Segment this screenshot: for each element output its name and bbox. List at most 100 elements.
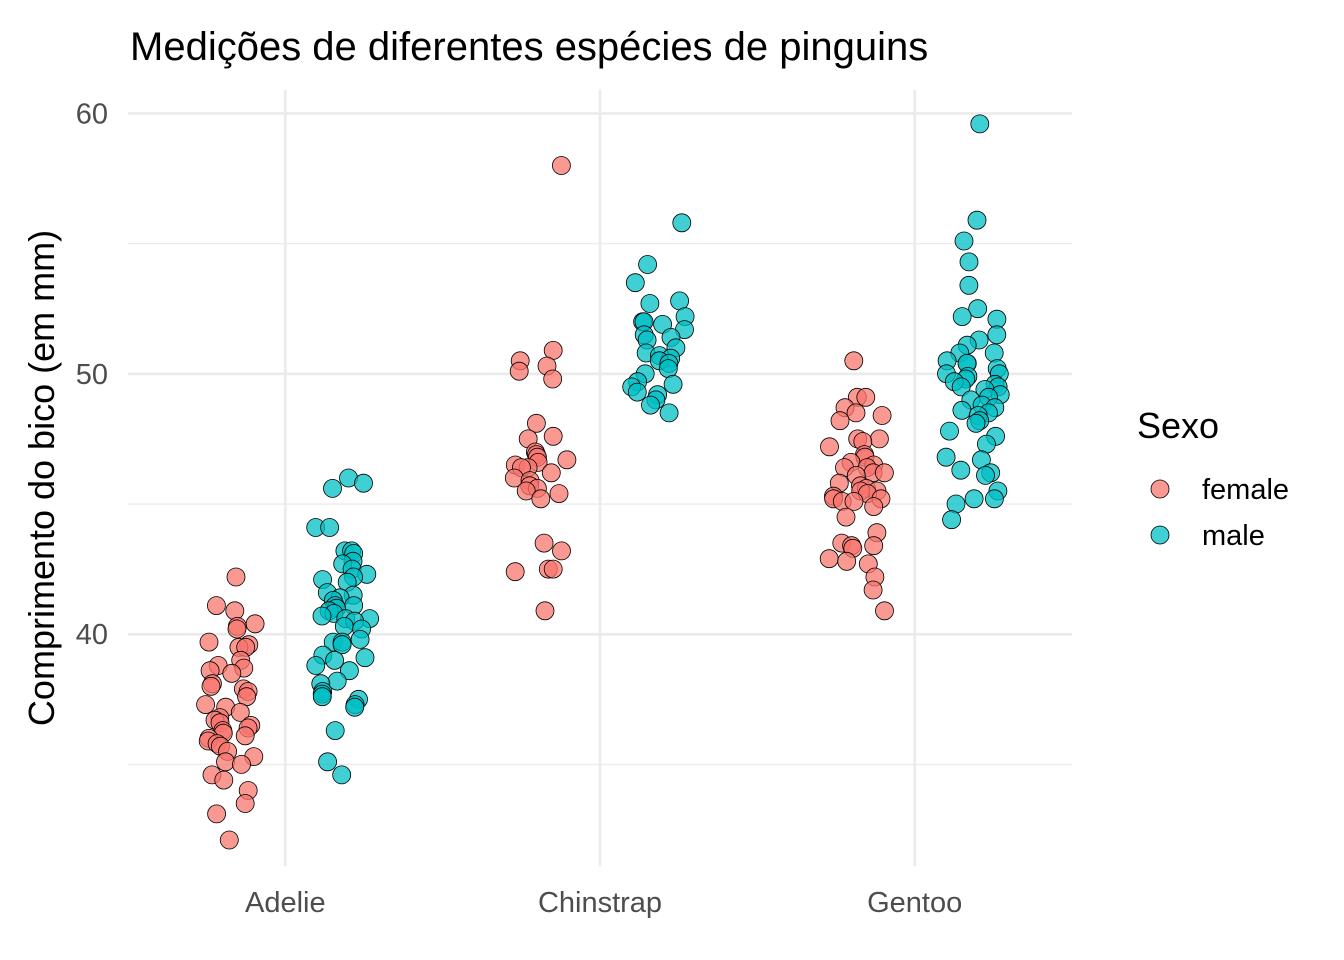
data-point-male: [959, 275, 979, 295]
data-point-male: [966, 413, 986, 433]
data-point-male: [970, 114, 990, 134]
data-point-male: [987, 325, 1007, 345]
data-point-male: [350, 630, 370, 649]
data-point-female: [872, 406, 892, 425]
y-tick-label: 40: [76, 619, 108, 651]
data-point-male: [323, 478, 342, 498]
data-point-female: [207, 804, 227, 824]
data-point-male: [325, 721, 345, 740]
data-point-male: [354, 473, 373, 493]
data-point-female: [541, 463, 561, 483]
data-point-female: [237, 687, 257, 707]
legend-title: Sexo: [1137, 405, 1219, 446]
chart-title: Medições de diferentes espécies de pingu…: [130, 25, 928, 69]
data-point-female: [534, 533, 554, 553]
data-point-male: [968, 299, 988, 319]
data-point-female: [531, 489, 551, 509]
data-point-female: [557, 450, 577, 470]
data-point-female: [864, 536, 884, 556]
data-point-male: [306, 656, 326, 675]
data-point-female: [206, 596, 226, 615]
data-point-female: [830, 411, 850, 431]
data-point-female: [543, 426, 563, 446]
data-point-male: [355, 648, 375, 668]
y-tick-label: 50: [76, 359, 108, 391]
data-point-male: [952, 307, 972, 327]
data-point-male: [936, 447, 956, 467]
data-point-female: [549, 484, 569, 504]
y-axis-ticks: 40 50 60: [76, 98, 108, 651]
legend: Sexo female male: [1137, 405, 1289, 552]
data-point-female: [225, 601, 245, 621]
x-tick-label: Adelie: [245, 887, 326, 919]
data-point-male: [627, 382, 647, 402]
data-point-female: [227, 619, 247, 639]
data-point-female: [863, 580, 883, 600]
x-axis-ticks: Adelie Chinstrap Gentoo: [245, 887, 962, 919]
data-point-female: [214, 770, 234, 790]
y-tick-label: 60: [76, 98, 108, 130]
x-tick-label: Chinstrap: [538, 887, 662, 919]
data-point-female: [199, 632, 219, 652]
data-point-male: [672, 213, 692, 233]
data-point-female: [226, 567, 246, 587]
data-point-male: [946, 494, 966, 514]
data-point-female: [870, 429, 889, 449]
data-point-male: [985, 489, 1004, 509]
data-point-female: [232, 755, 251, 774]
legend-items: female male: [1150, 474, 1289, 552]
x-tick-label: Gentoo: [867, 887, 962, 919]
data-point-female: [535, 601, 555, 621]
data-point-male: [640, 294, 660, 313]
data-point-male: [964, 489, 984, 509]
data-point-female: [216, 752, 235, 772]
data-point-female: [820, 437, 839, 457]
data-point-female: [222, 663, 242, 683]
data-point-female: [856, 387, 876, 407]
data-point-female: [836, 507, 856, 527]
data-point-male: [658, 359, 678, 379]
data-point-female: [235, 794, 255, 813]
data-point-male: [334, 617, 354, 636]
data-point-male: [625, 273, 645, 293]
data-point-male: [339, 661, 359, 681]
data-point-male: [345, 697, 365, 717]
plot-grid: [128, 90, 1072, 866]
data-point-female: [846, 403, 866, 423]
data-point-female: [543, 559, 563, 579]
data-point-female: [844, 351, 864, 371]
data-point-male: [977, 434, 996, 454]
data-point-male: [940, 421, 959, 441]
data-point-female: [837, 551, 857, 571]
data-point-female: [235, 726, 255, 746]
data-point-female: [505, 562, 525, 582]
data-point-female: [509, 361, 529, 381]
data-point-female: [201, 676, 221, 696]
data-point-female: [543, 369, 563, 389]
data-point-male: [641, 395, 660, 415]
data-point-male: [952, 400, 972, 420]
data-point-male: [332, 765, 352, 785]
data-point-female: [819, 549, 839, 569]
data-point-female: [196, 695, 216, 714]
data-point-female: [875, 463, 894, 483]
legend-key-male: [1150, 525, 1170, 545]
data-point-female: [527, 413, 546, 433]
data-point-female: [245, 614, 265, 634]
data-point-male: [942, 510, 961, 530]
data-point-male: [959, 252, 979, 272]
data-point-male: [320, 518, 340, 537]
data-point-male: [976, 465, 995, 485]
y-axis-label: Comprimento do bico (em mm): [21, 230, 62, 726]
data-point-male: [951, 460, 971, 480]
data-point-male: [318, 752, 338, 772]
data-point-female: [219, 830, 239, 850]
legend-label-female: female: [1202, 474, 1289, 506]
data-point-female: [844, 491, 864, 511]
data-point-male: [954, 231, 974, 251]
data-point-male: [659, 403, 679, 423]
data-point-male: [312, 606, 332, 626]
data-point-female: [552, 541, 571, 561]
data-point-female: [230, 703, 250, 722]
